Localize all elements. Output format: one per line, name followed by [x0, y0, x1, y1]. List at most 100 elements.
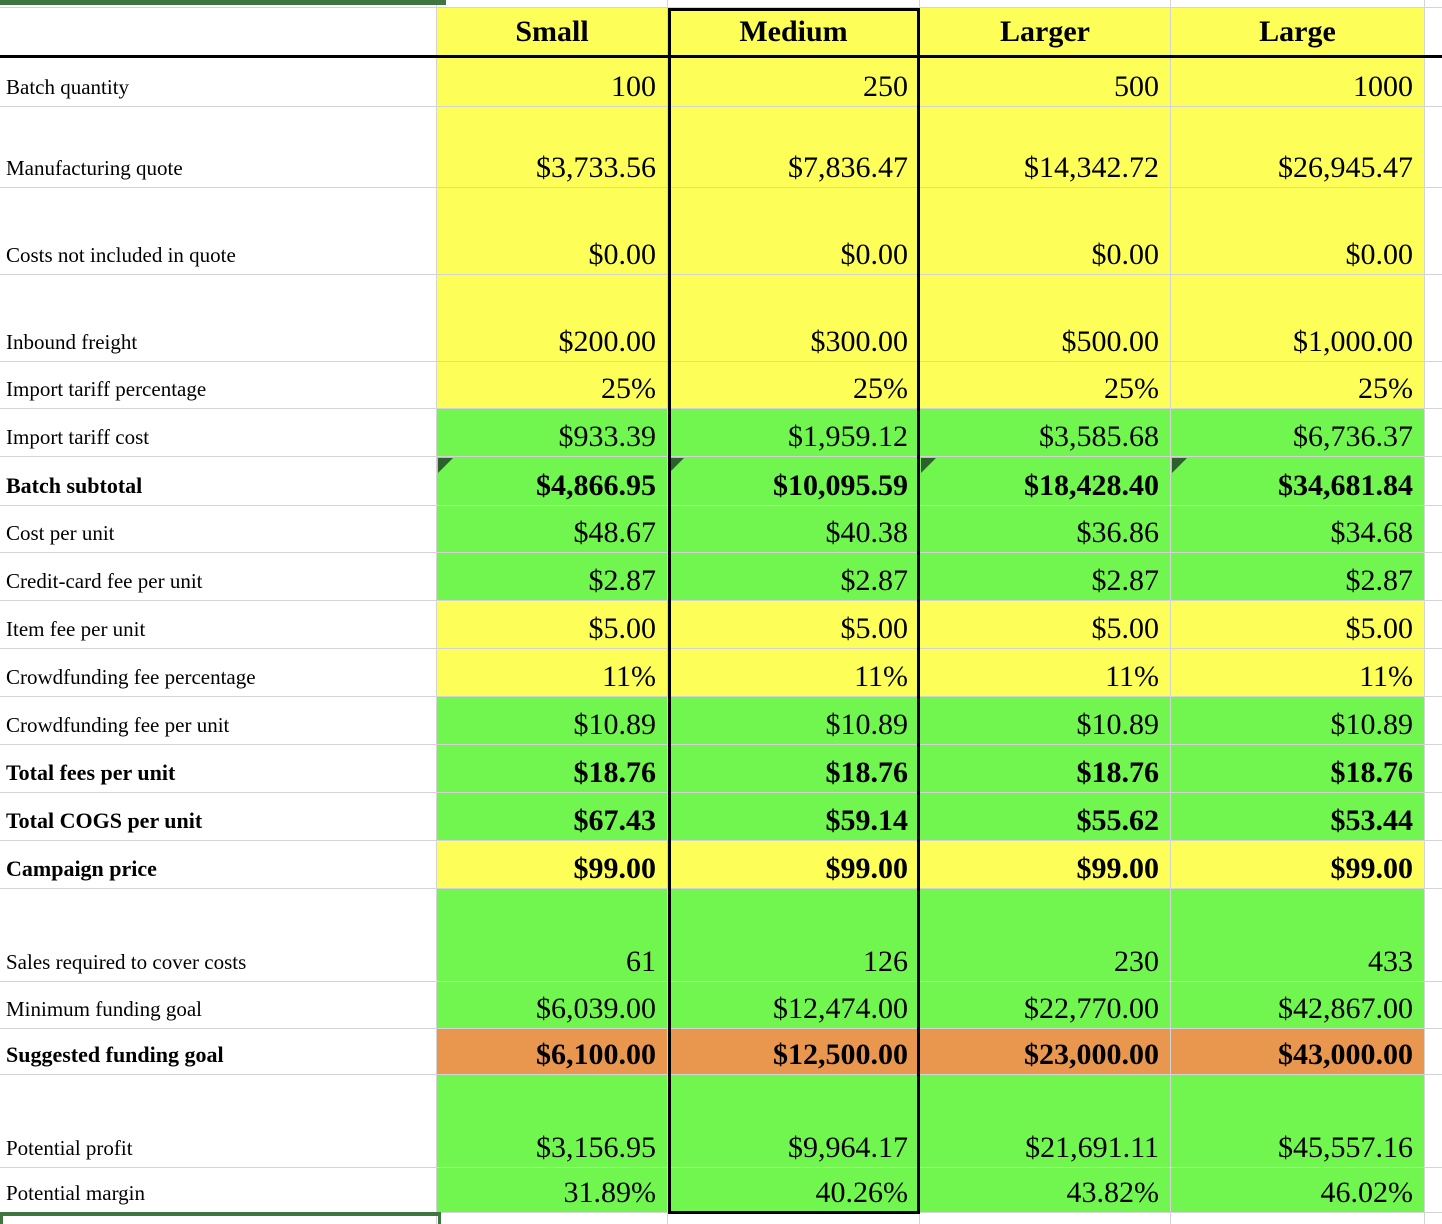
cell-batch-subtotal-large[interactable]: $34,681.84 — [1171, 457, 1425, 506]
row-label-inbound-freight[interactable]: Inbound freight — [0, 275, 437, 362]
cell-suggested-funding-goal-medium[interactable]: $12,500.00 — [668, 1029, 920, 1075]
cell-sales-required-to-cover-costs-large[interactable]: 433 — [1171, 889, 1425, 982]
cell-manufacturing-quote-small[interactable]: $3,733.56 — [437, 107, 668, 188]
cell-total-cogs-per-unit-medium[interactable]: $59.14 — [668, 793, 920, 841]
cell-minimum-funding-goal-medium[interactable]: $12,474.00 — [668, 982, 920, 1029]
cell-sales-required-to-cover-costs-medium[interactable]: 126 — [668, 889, 920, 982]
cell-inbound-freight-medium[interactable]: $300.00 — [668, 275, 920, 362]
cell-batch-quantity-medium[interactable]: 250 — [668, 58, 920, 107]
cell-total-cogs-per-unit-larger[interactable]: $55.62 — [920, 793, 1171, 841]
cell-batch-quantity-larger[interactable]: 500 — [920, 58, 1171, 107]
cell-credit-card-fee-per-unit-large[interactable]: $2.87 — [1171, 553, 1425, 601]
cell-crowdfunding-fee-per-unit-large[interactable]: $10.89 — [1171, 697, 1425, 745]
cell-crowdfunding-fee-percentage-large[interactable]: 11% — [1171, 649, 1425, 697]
cell-potential-profit-larger[interactable]: $21,691.11 — [920, 1075, 1171, 1168]
row-label-credit-card-fee-per-unit[interactable]: Credit-card fee per unit — [0, 553, 437, 601]
row-label-potential-margin[interactable]: Potential margin — [0, 1168, 437, 1213]
cell-total-fees-per-unit-medium[interactable]: $18.76 — [668, 745, 920, 793]
cell-potential-margin-large[interactable]: 46.02% — [1171, 1168, 1425, 1213]
cell-campaign-price-large[interactable]: $99.00 — [1171, 841, 1425, 889]
cell-minimum-funding-goal-large[interactable]: $42,867.00 — [1171, 982, 1425, 1029]
cell-total-cogs-per-unit-large[interactable]: $53.44 — [1171, 793, 1425, 841]
cell-manufacturing-quote-larger[interactable]: $14,342.72 — [920, 107, 1171, 188]
cell-import-tariff-percentage-larger[interactable]: 25% — [920, 362, 1171, 409]
cell-item-fee-per-unit-small[interactable]: $5.00 — [437, 601, 668, 649]
cell-potential-margin-larger[interactable]: 43.82% — [920, 1168, 1171, 1213]
row-label-cost-per-unit[interactable]: Cost per unit — [0, 506, 437, 553]
cell-batch-quantity-large[interactable]: 1000 — [1171, 58, 1425, 107]
cell-sales-required-to-cover-costs-small[interactable]: 61 — [437, 889, 668, 982]
row-label-costs-not-included-in-quote[interactable]: Costs not included in quote — [0, 188, 437, 275]
column-header-larger[interactable]: Larger — [920, 8, 1171, 58]
cell-suggested-funding-goal-small[interactable]: $6,100.00 — [437, 1029, 668, 1075]
column-header-small[interactable]: Small — [437, 8, 668, 58]
cell-crowdfunding-fee-per-unit-medium[interactable]: $10.89 — [668, 697, 920, 745]
cell-sales-required-to-cover-costs-larger[interactable]: 230 — [920, 889, 1171, 982]
cell-manufacturing-quote-medium[interactable]: $7,836.47 — [668, 107, 920, 188]
cell-import-tariff-cost-medium[interactable]: $1,959.12 — [668, 409, 920, 457]
cell-costs-not-included-in-quote-small[interactable]: $0.00 — [437, 188, 668, 275]
cell-credit-card-fee-per-unit-larger[interactable]: $2.87 — [920, 553, 1171, 601]
row-label-crowdfunding-fee-percentage[interactable]: Crowdfunding fee percentage — [0, 649, 437, 697]
row-label-campaign-price[interactable]: Campaign price — [0, 841, 437, 889]
row-label-batch-quantity[interactable]: Batch quantity — [0, 58, 437, 107]
row-label-import-tariff-percentage[interactable]: Import tariff percentage — [0, 362, 437, 409]
cell-campaign-price-small[interactable]: $99.00 — [437, 841, 668, 889]
cell-import-tariff-percentage-large[interactable]: 25% — [1171, 362, 1425, 409]
cell-potential-profit-large[interactable]: $45,557.16 — [1171, 1075, 1425, 1168]
cell-credit-card-fee-per-unit-medium[interactable]: $2.87 — [668, 553, 920, 601]
row-label-suggested-funding-goal[interactable]: Suggested funding goal — [0, 1029, 437, 1075]
cell-import-tariff-cost-large[interactable]: $6,736.37 — [1171, 409, 1425, 457]
cell-total-fees-per-unit-larger[interactable]: $18.76 — [920, 745, 1171, 793]
cell-cost-per-unit-medium[interactable]: $40.38 — [668, 506, 920, 553]
header-corner-cell[interactable] — [0, 8, 437, 58]
row-label-manufacturing-quote[interactable]: Manufacturing quote — [0, 107, 437, 188]
cell-cost-per-unit-small[interactable]: $48.67 — [437, 506, 668, 553]
cell-suggested-funding-goal-large[interactable]: $43,000.00 — [1171, 1029, 1425, 1075]
cell-potential-profit-small[interactable]: $3,156.95 — [437, 1075, 668, 1168]
row-label-sales-required-to-cover-costs[interactable]: Sales required to cover costs — [0, 889, 437, 982]
cell-minimum-funding-goal-larger[interactable]: $22,770.00 — [920, 982, 1171, 1029]
cell-potential-profit-medium[interactable]: $9,964.17 — [668, 1075, 920, 1168]
cell-inbound-freight-small[interactable]: $200.00 — [437, 275, 668, 362]
cell-item-fee-per-unit-large[interactable]: $5.00 — [1171, 601, 1425, 649]
cell-import-tariff-percentage-small[interactable]: 25% — [437, 362, 668, 409]
cell-batch-subtotal-small[interactable]: $4,866.95 — [437, 457, 668, 506]
row-label-potential-profit[interactable]: Potential profit — [0, 1075, 437, 1168]
cell-item-fee-per-unit-medium[interactable]: $5.00 — [668, 601, 920, 649]
cell-cost-per-unit-larger[interactable]: $36.86 — [920, 506, 1171, 553]
cell-potential-margin-small[interactable]: 31.89% — [437, 1168, 668, 1213]
row-label-total-fees-per-unit[interactable]: Total fees per unit — [0, 745, 437, 793]
cell-total-fees-per-unit-small[interactable]: $18.76 — [437, 745, 668, 793]
cell-minimum-funding-goal-small[interactable]: $6,039.00 — [437, 982, 668, 1029]
cell-inbound-freight-large[interactable]: $1,000.00 — [1171, 275, 1425, 362]
cell-crowdfunding-fee-percentage-medium[interactable]: 11% — [668, 649, 920, 697]
cell-costs-not-included-in-quote-larger[interactable]: $0.00 — [920, 188, 1171, 275]
cell-import-tariff-cost-small[interactable]: $933.39 — [437, 409, 668, 457]
row-label-minimum-funding-goal[interactable]: Minimum funding goal — [0, 982, 437, 1029]
row-label-total-cogs-per-unit[interactable]: Total COGS per unit — [0, 793, 437, 841]
row-label-batch-subtotal[interactable]: Batch subtotal — [0, 457, 437, 506]
cell-credit-card-fee-per-unit-small[interactable]: $2.87 — [437, 553, 668, 601]
cell-crowdfunding-fee-percentage-small[interactable]: 11% — [437, 649, 668, 697]
cell-batch-subtotal-medium[interactable]: $10,095.59 — [668, 457, 920, 506]
cell-cost-per-unit-large[interactable]: $34.68 — [1171, 506, 1425, 553]
cell-import-tariff-percentage-medium[interactable]: 25% — [668, 362, 920, 409]
cell-suggested-funding-goal-larger[interactable]: $23,000.00 — [920, 1029, 1171, 1075]
cell-import-tariff-cost-larger[interactable]: $3,585.68 — [920, 409, 1171, 457]
row-label-item-fee-per-unit[interactable]: Item fee per unit — [0, 601, 437, 649]
cell-campaign-price-medium[interactable]: $99.00 — [668, 841, 920, 889]
cell-crowdfunding-fee-per-unit-small[interactable]: $10.89 — [437, 697, 668, 745]
cell-campaign-price-larger[interactable]: $99.00 — [920, 841, 1171, 889]
cell-potential-margin-medium[interactable]: 40.26% — [668, 1168, 920, 1213]
cell-crowdfunding-fee-per-unit-larger[interactable]: $10.89 — [920, 697, 1171, 745]
cell-batch-quantity-small[interactable]: 100 — [437, 58, 668, 107]
row-label-import-tariff-cost[interactable]: Import tariff cost — [0, 409, 437, 457]
cell-inbound-freight-larger[interactable]: $500.00 — [920, 275, 1171, 362]
cell-total-fees-per-unit-large[interactable]: $18.76 — [1171, 745, 1425, 793]
cell-costs-not-included-in-quote-large[interactable]: $0.00 — [1171, 188, 1425, 275]
cell-manufacturing-quote-large[interactable]: $26,945.47 — [1171, 107, 1425, 188]
cell-crowdfunding-fee-percentage-larger[interactable]: 11% — [920, 649, 1171, 697]
cell-costs-not-included-in-quote-medium[interactable]: $0.00 — [668, 188, 920, 275]
column-header-large[interactable]: Large — [1171, 8, 1425, 58]
